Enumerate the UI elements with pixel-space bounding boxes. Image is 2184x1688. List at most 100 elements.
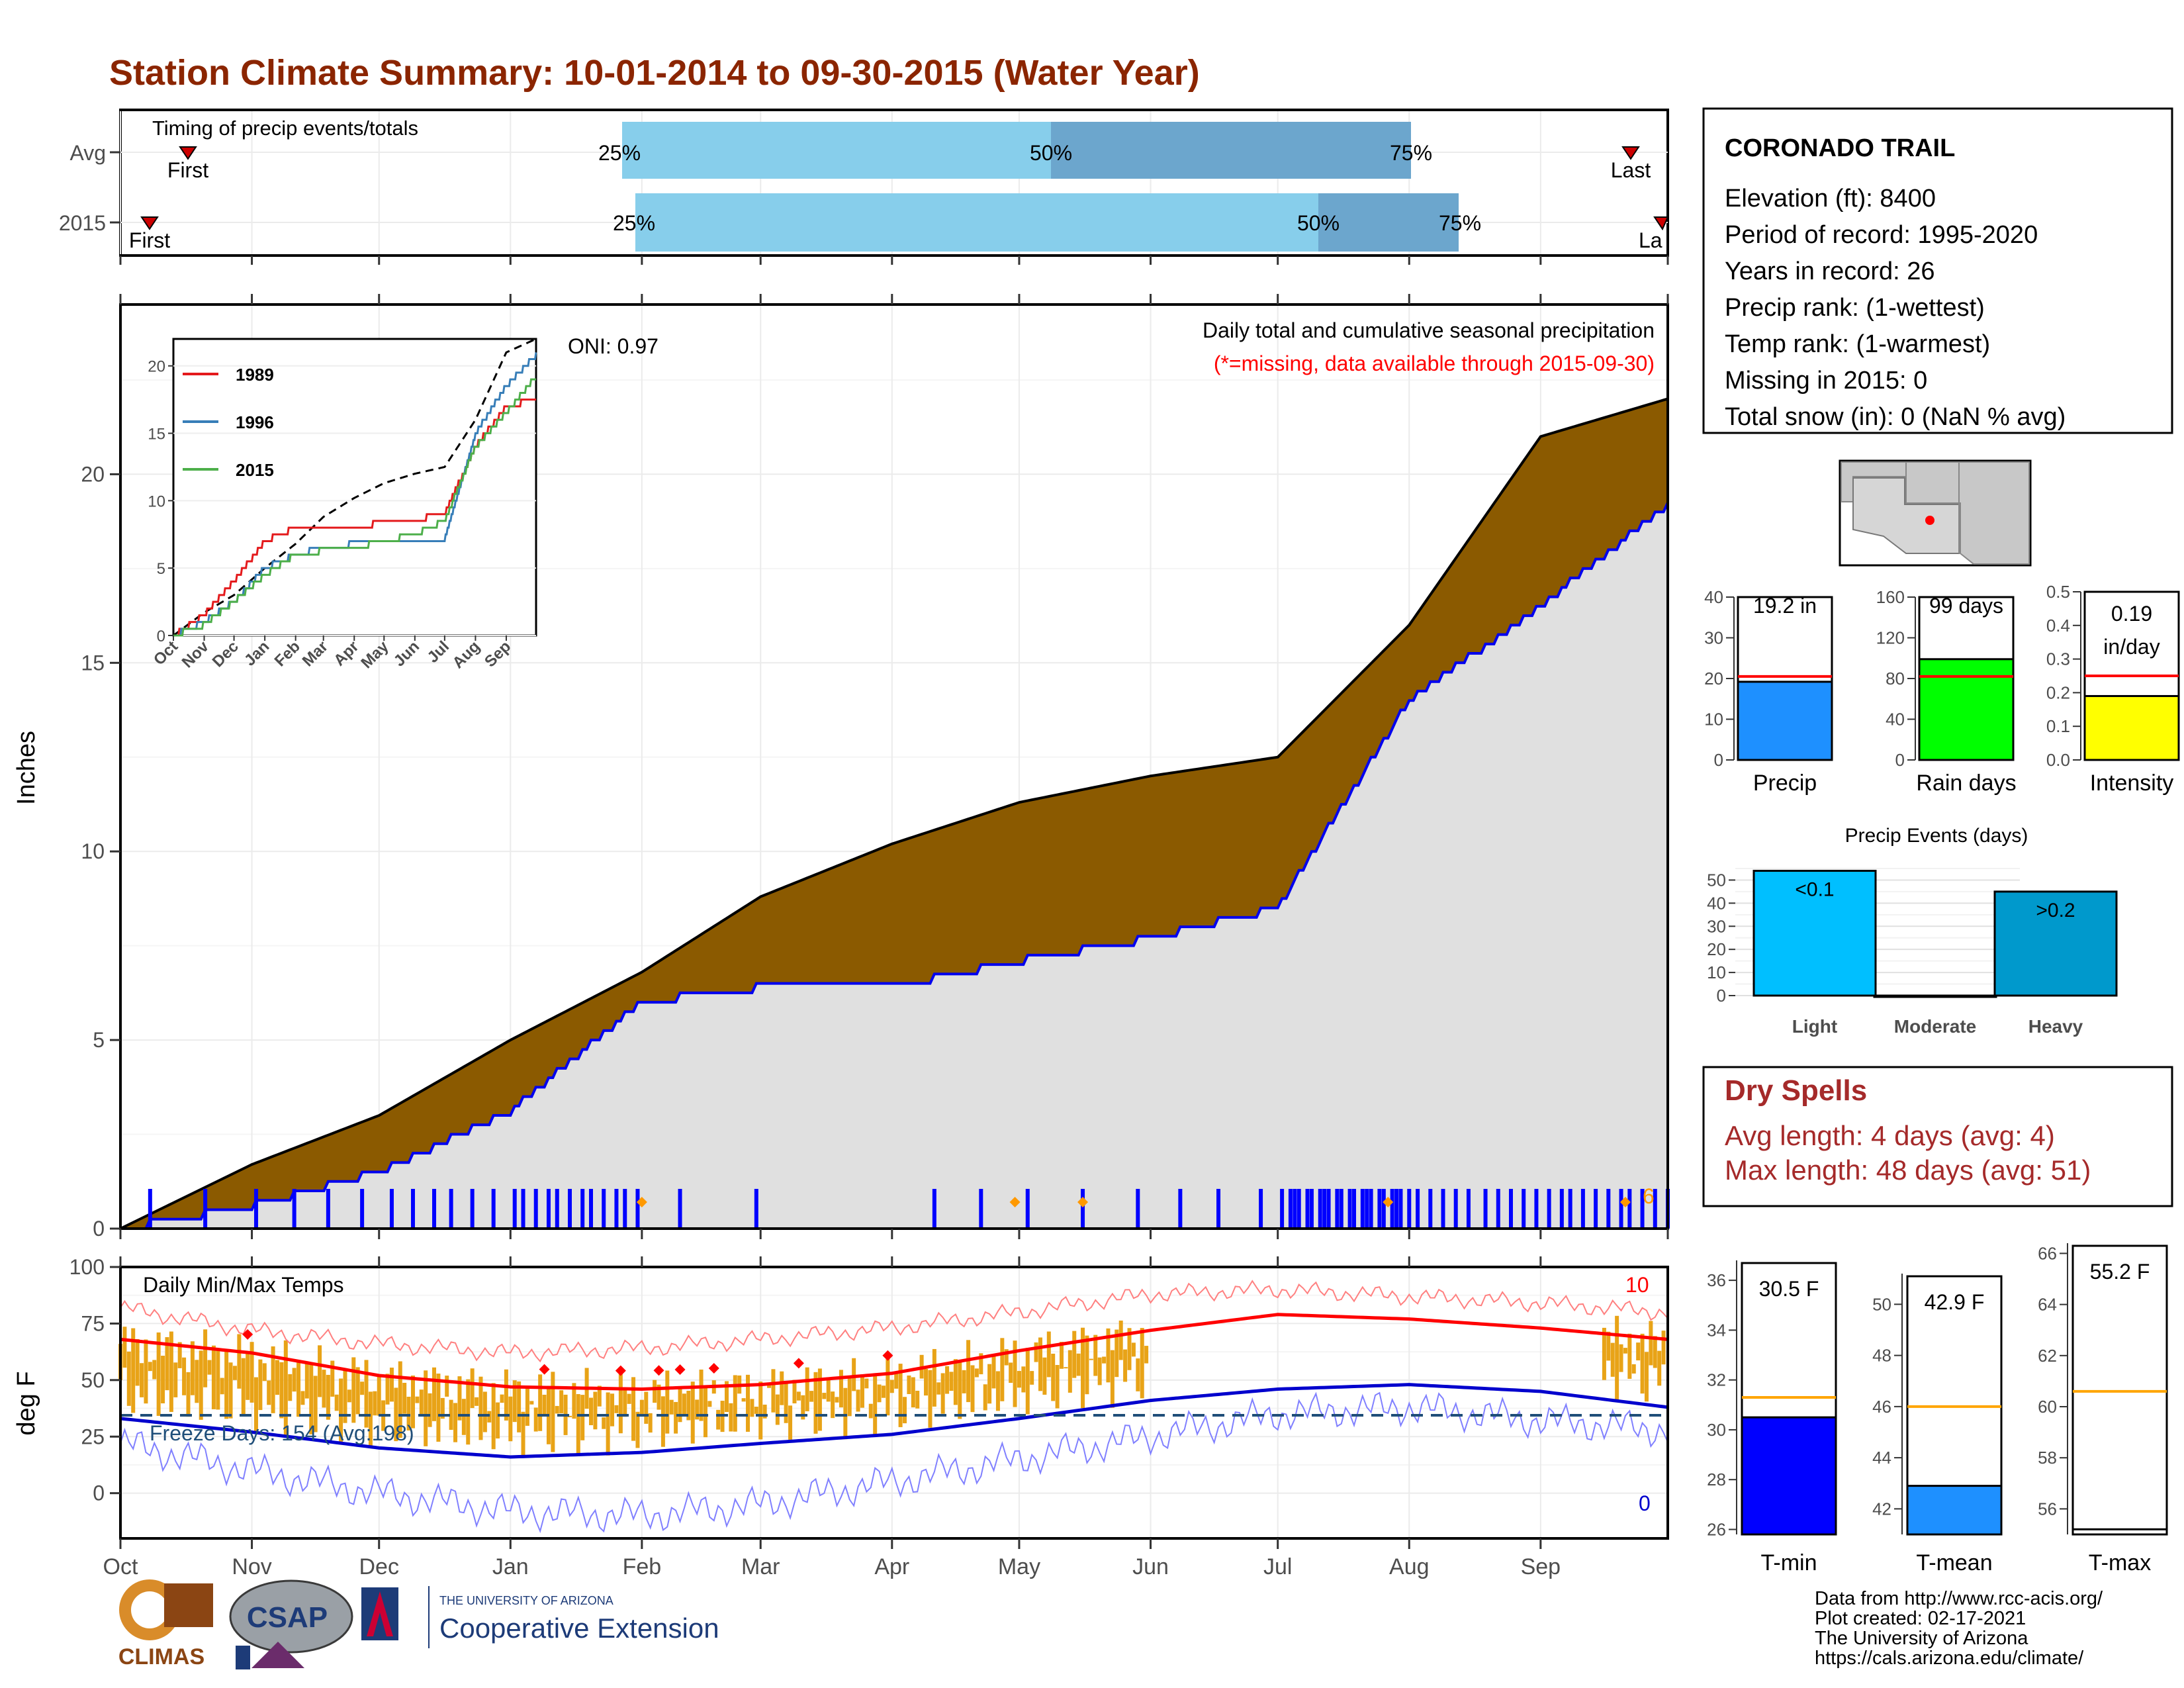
temp-daily-bar <box>660 1396 665 1447</box>
temp-ytick-label: 25 <box>81 1425 105 1448</box>
temp-daily-bar <box>521 1411 525 1456</box>
temp-daily-bar <box>296 1362 301 1417</box>
temp-daily-bar <box>1042 1357 1047 1395</box>
daily-precip-bar <box>1369 1189 1373 1229</box>
temp-daily-bar <box>817 1368 822 1431</box>
temp-daily-bar <box>500 1394 504 1403</box>
daily-precip-bar <box>932 1189 936 1229</box>
summary-intensity-unit: in/day <box>2103 635 2160 659</box>
summary-intensity-label: Intensity <box>2090 771 2174 796</box>
events-category-label: Heavy <box>2028 1016 2083 1037</box>
temp-daily-bar <box>678 1386 682 1423</box>
temp-daily-bar <box>856 1389 860 1412</box>
temp-daily-bar <box>970 1365 975 1413</box>
daily-precip-bar <box>1428 1189 1433 1229</box>
temp-daily-bar <box>983 1384 987 1411</box>
temp-daily-bar <box>1623 1348 1627 1354</box>
temp-daily-bar <box>267 1380 271 1405</box>
temp-daily-bar <box>653 1380 657 1403</box>
precip-marker <box>1383 1197 1394 1207</box>
daily-precip-bar <box>1025 1189 1030 1229</box>
daily-precip-bar <box>512 1189 517 1229</box>
temp-daily-bar <box>533 1407 538 1432</box>
record-max-marker <box>793 1358 804 1369</box>
temp-daily-bar <box>195 1360 199 1403</box>
temp-daily-bar <box>377 1374 381 1416</box>
station-info-line: Total snow (in): 0 (NaN % avg) <box>1725 403 2066 431</box>
daily-precip-bar <box>1377 1189 1382 1229</box>
temp-daily-bar <box>631 1377 636 1441</box>
temp-ytick-label: 75 <box>81 1311 105 1335</box>
temp-daily-bar <box>907 1375 911 1395</box>
temp-daily-bar <box>758 1382 763 1440</box>
month-label: Jun <box>1132 1554 1169 1579</box>
temp-daily-bar <box>1127 1328 1132 1370</box>
temp-ylabel: deg F <box>13 1371 40 1435</box>
temp-daily-bar <box>949 1372 954 1391</box>
record-max-markers <box>242 1329 893 1376</box>
inset-ytick-label: 10 <box>148 492 165 510</box>
temp-daily-bar <box>326 1374 330 1420</box>
record-max-line <box>120 1280 1668 1363</box>
avg-min-line <box>120 1383 1668 1459</box>
temp-daily-bar <box>368 1391 373 1446</box>
cumulative-2015-line <box>120 502 1669 1230</box>
temp-daily-bar <box>177 1342 182 1368</box>
temp-daily-bar <box>805 1367 809 1411</box>
summary-tick-label: 0.3 <box>2046 649 2070 669</box>
temp-daily-bar <box>152 1360 157 1380</box>
daily-precip-bar <box>1466 1189 1471 1229</box>
daily-precip-bar <box>1347 1189 1352 1229</box>
temp-daily-bar <box>576 1394 580 1454</box>
record-min-count: 0 <box>1639 1491 1651 1515</box>
month-label: Mar <box>741 1554 780 1579</box>
temp-daily-bar <box>364 1360 369 1428</box>
temp-summary-tick-label: 60 <box>2038 1397 2057 1417</box>
temp-daily-bar <box>1034 1342 1038 1362</box>
precip-marker <box>1077 1197 1089 1207</box>
temp-daily-bar <box>165 1336 169 1391</box>
temp-daily-bar <box>597 1385 602 1407</box>
temp-daily-bar <box>877 1384 882 1403</box>
daily-precip-bar <box>1398 1189 1403 1229</box>
temp-summary-tmin-label: T-min <box>1761 1550 1817 1575</box>
events-category-label: Moderate <box>1894 1016 1976 1037</box>
daily-precip-bar <box>1441 1189 1445 1229</box>
events-bar-2 <box>1993 890 2118 997</box>
temp-daily-bar <box>635 1411 640 1448</box>
avg-25-label: 25% <box>598 141 641 165</box>
summary-tick-label: 0.0 <box>2046 750 2070 770</box>
cumulative-2015-area <box>120 502 1668 1229</box>
temp-daily-bar <box>995 1371 1000 1411</box>
temp-daily-bar <box>1102 1356 1107 1364</box>
temp-daily-bar <box>1009 1362 1013 1383</box>
temp-daily-bar <box>669 1399 674 1415</box>
temp-daily-bar <box>847 1377 852 1417</box>
temp-daily-bar <box>1627 1333 1632 1379</box>
last-avg-label: Last <box>1611 158 1651 182</box>
temp-ytick-label: 0 <box>93 1481 105 1505</box>
temp-daily-bar <box>1631 1364 1636 1374</box>
temp-daily-bar <box>1140 1328 1144 1399</box>
summary-tick-label: 0.2 <box>2046 682 2070 702</box>
daily-precip-bar <box>326 1189 330 1229</box>
temp-daily-bar <box>199 1350 203 1420</box>
station-info-line: Years in record: 26 <box>1725 258 1935 285</box>
climas-logo-text: CLIMAS <box>118 1644 205 1669</box>
temp-daily-bar <box>767 1385 772 1388</box>
station-info-line: Precip rank: (1-wettest) <box>1725 294 1985 322</box>
temp-summary-tick-label: 64 <box>2038 1295 2057 1315</box>
temp-daily-bar <box>216 1349 220 1410</box>
temp-daily-bar <box>220 1378 224 1395</box>
temp-daily-bar <box>886 1354 890 1416</box>
daily-precip-bar <box>533 1189 538 1229</box>
temp-daily-bar <box>945 1366 950 1394</box>
temp-daily-bar <box>873 1374 878 1436</box>
temp-daily-bar <box>224 1350 229 1419</box>
events-title: Precip Events (days) <box>1845 825 2028 847</box>
temp-daily-bar <box>440 1397 445 1419</box>
daily-precip-bar <box>1365 1189 1369 1229</box>
daily-precip-bar <box>1339 1189 1343 1229</box>
temp-daily-bar <box>852 1358 856 1391</box>
